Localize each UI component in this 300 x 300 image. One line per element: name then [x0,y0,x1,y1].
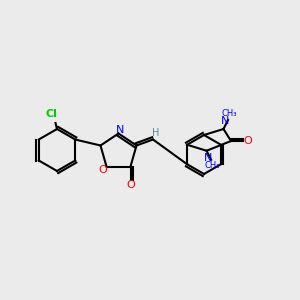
Text: Cl: Cl [45,109,57,119]
Text: N: N [116,125,124,135]
Text: O: O [243,136,252,146]
Text: O: O [126,179,135,190]
Text: N: N [204,153,212,163]
Text: CH₃: CH₃ [205,161,220,170]
Text: CH₃: CH₃ [222,110,237,118]
Text: N: N [221,116,229,127]
Text: O: O [98,165,107,175]
Text: H: H [152,128,160,139]
